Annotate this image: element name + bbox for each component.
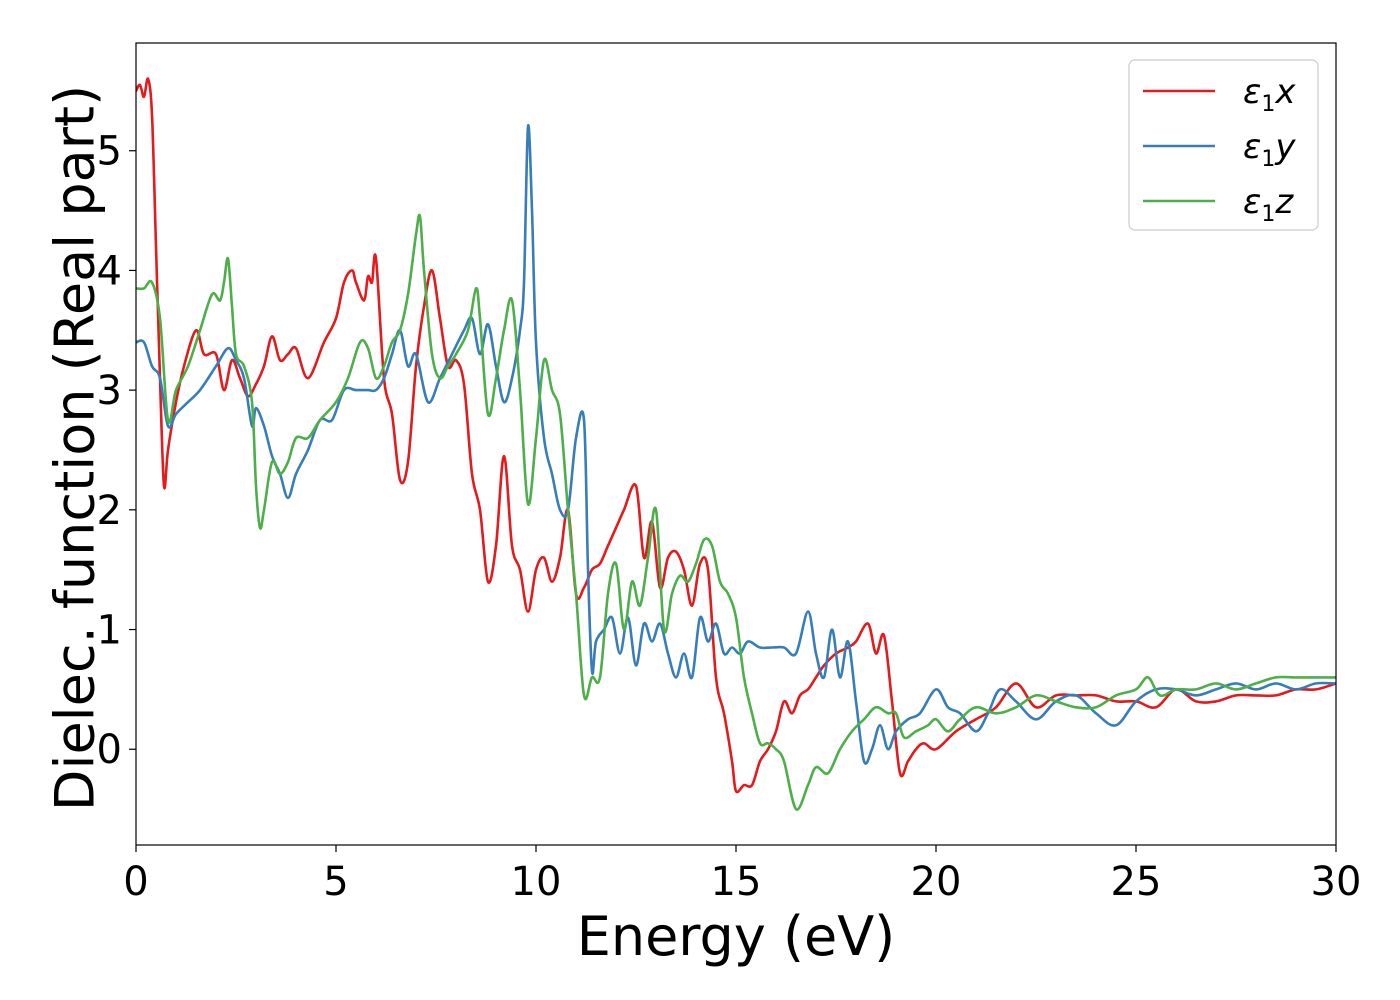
y-tick-label: 0 — [97, 727, 122, 773]
x-tick-label: 10 — [511, 859, 562, 905]
x-tick-label: 30 — [1311, 859, 1362, 905]
series-line-y — [136, 123, 1336, 765]
x-tick-label: 5 — [323, 859, 348, 905]
legend-label: ε1x — [1243, 72, 1296, 117]
y-axis-label: Dielec. function (Real part) — [44, 85, 107, 811]
series-line-z — [136, 213, 1336, 811]
legend-label: ε1z — [1243, 182, 1294, 227]
y-axis: 0 1 2 3 4 5 — [97, 129, 136, 773]
x-tick-label: 15 — [711, 859, 762, 905]
legend: ε1x ε1y ε1z — [1128, 59, 1319, 231]
y-tick-label: 1 — [97, 608, 122, 654]
legend-box — [1128, 59, 1319, 231]
x-axis-label: Energy (eV) — [577, 905, 896, 968]
x-tick-label: 25 — [1111, 859, 1162, 905]
y-tick-label: 4 — [97, 248, 122, 294]
series-layer — [136, 77, 1336, 811]
x-tick-label: 0 — [123, 859, 148, 905]
x-tick-label: 20 — [911, 859, 962, 905]
y-tick-label: 3 — [97, 368, 122, 414]
y-tick-label: 5 — [97, 129, 122, 175]
x-axis: 0 5 10 15 20 25 30 — [123, 845, 1361, 905]
y-tick-label: 2 — [97, 488, 122, 534]
legend-label: ε1y — [1243, 127, 1296, 172]
